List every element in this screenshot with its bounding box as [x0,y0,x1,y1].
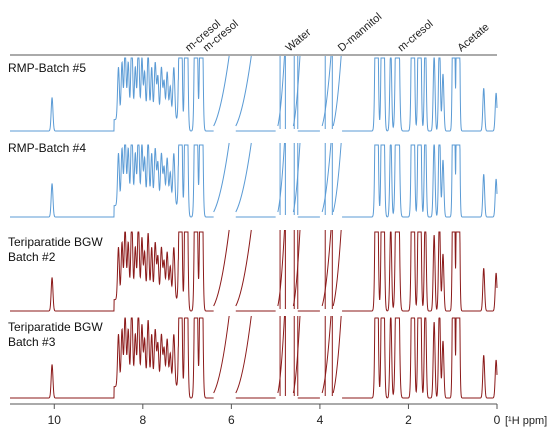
trace-label: Batch #2 [8,250,56,264]
x-axis-unit-label: [¹H ppm] [505,415,547,427]
spectrum-trace [10,315,498,399]
x-tick-label: 4 [317,413,324,427]
peak-label: D-mannitol [336,11,384,54]
suppression-wing [277,229,285,307]
peak-label: Acetate [455,21,491,54]
trace-label: Teriparatide BGW [8,235,103,249]
trace-label: RMP-Batch #4 [8,141,86,155]
suppression-wing [321,229,332,307]
spectrum-segment [342,57,498,132]
spectrum-segment [342,144,498,218]
peak-label: Water [284,26,314,54]
x-tick-label: 8 [139,413,146,427]
suppression-wing [332,229,342,307]
spectrum-trace [10,142,498,218]
trace-label: RMP-Batch #5 [8,61,86,75]
suppression-wing [277,55,285,127]
spectrum-segment [10,317,214,399]
suppression-wing [321,142,332,213]
spectrum-trace [10,55,498,132]
spectrum-segment [342,317,498,399]
spectrum-segment [10,144,214,218]
suppression-wing [235,315,252,394]
suppression-wing [213,229,230,307]
trace-label: Batch #3 [8,335,56,349]
suppression-wing [213,142,230,213]
x-tick-label: 10 [48,413,62,427]
spectrum-segment [10,231,214,312]
suppression-wing [235,142,252,213]
suppression-wing [277,315,285,394]
spectrum-segment [10,57,214,132]
suppression-wing [235,55,252,127]
suppression-wing [277,142,285,213]
spectra-traces [10,55,498,399]
suppression-wing [332,315,342,394]
suppression-wing [213,315,230,394]
suppression-wing [332,142,342,213]
trace-labels: RMP-Batch #5 RMP-Batch #4 Teriparatide BGW… [8,61,103,349]
x-axis: 10 8 6 4 2 0 [48,404,501,427]
x-tick-label: 2 [405,413,412,427]
spectrum-trace [10,229,498,312]
suppression-wing [332,55,342,127]
suppression-wing [321,315,332,394]
trace-label: Teriparatide BGW [8,320,103,334]
spectrum-segment [342,231,498,312]
x-tick-label: 6 [228,413,235,427]
suppression-wing [321,55,332,127]
suppression-wing [235,229,252,307]
x-tick-label: 0 [494,413,501,427]
peak-label: m-cresol [396,18,436,54]
suppression-wing [213,55,230,127]
